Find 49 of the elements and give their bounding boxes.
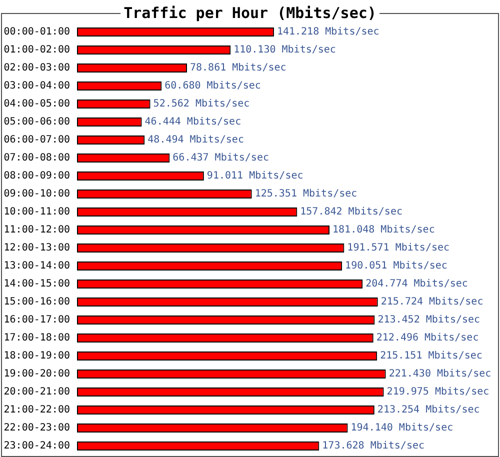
data-label: 181.048 Mbits/sec: [332, 224, 435, 236]
data-label: 141.218 Mbits/sec: [276, 26, 380, 38]
data-label: 110.130 Mbits/sec: [234, 44, 336, 56]
data-label: 213.452 Mbits/sec: [378, 314, 480, 326]
data-label: 190.051 Mbits/sec: [345, 260, 448, 272]
y-tick-label: 19:00-20:00: [4, 368, 70, 380]
data-label: 91.011 Mbits/sec: [206, 170, 304, 182]
y-tick-label: 10:00-11:00: [4, 206, 70, 218]
data-label: 191.571 Mbits/sec: [347, 242, 450, 254]
y-tick-label: 08:00-09:00: [4, 170, 70, 182]
data-label: 213.254 Mbits/sec: [377, 404, 480, 416]
data-label: 46.444 Mbits/sec: [144, 116, 242, 128]
data-label: 60.680 Mbits/sec: [164, 80, 261, 92]
data-label: 52.562 Mbits/sec: [153, 98, 250, 110]
data-label: 66.437 Mbits/sec: [172, 152, 269, 164]
y-tick-label: 18:00-19:00: [4, 350, 70, 362]
y-tick-label: 15:00-16:00: [4, 296, 70, 308]
y-tick-label: 01:00-02:00: [4, 44, 70, 56]
y-tick-label: 06:00-07:00: [4, 134, 70, 146]
y-tick-label: 07:00-08:00: [4, 152, 70, 164]
data-label: 215.724 Mbits/sec: [380, 296, 484, 308]
y-tick-label: 11:00-12:00: [4, 224, 70, 236]
y-tick-label: 09:00-10:00: [4, 188, 70, 200]
y-tick-label: 04:00-05:00: [4, 98, 70, 110]
chart-title: Traffic per Hour (Mbits/sec): [120, 4, 380, 22]
data-label: 204.774 Mbits/sec: [366, 278, 468, 290]
y-tick-label: 17:00-18:00: [4, 332, 70, 344]
y-tick-label: 13:00-14:00: [4, 260, 70, 272]
data-label: 48.494 Mbits/sec: [148, 134, 244, 146]
y-tick-label: 02:00-03:00: [4, 62, 70, 74]
y-tick-label: 12:00-13:00: [4, 242, 70, 254]
data-label: 219.975 Mbits/sec: [386, 386, 490, 398]
y-tick-label: 00:00-01:00: [4, 26, 70, 38]
y-tick-label: 23:00-24:00: [4, 440, 70, 452]
data-label: 212.496 Mbits/sec: [376, 332, 479, 344]
data-label: 157.842 Mbits/sec: [300, 206, 402, 218]
y-tick-label: 16:00-17:00: [4, 314, 70, 326]
y-tick-label: 20:00-21:00: [4, 386, 70, 398]
y-tick-label: 03:00-04:00: [4, 80, 70, 92]
data-label: 173.628 Mbits/sec: [322, 440, 425, 452]
data-label: 78.861 Mbits/sec: [190, 62, 286, 74]
y-tick-label: 21:00-22:00: [4, 404, 70, 416]
y-tick-label: 05:00-06:00: [4, 116, 70, 128]
data-label: 221.430 Mbits/sec: [388, 368, 492, 380]
data-label: 125.351 Mbits/sec: [254, 188, 358, 200]
data-label: 194.140 Mbits/sec: [350, 422, 454, 434]
data-label: 215.151 Mbits/sec: [380, 350, 482, 362]
y-tick-label: 14:00-15:00: [4, 278, 70, 290]
y-tick-label: 22:00-23:00: [4, 422, 70, 434]
